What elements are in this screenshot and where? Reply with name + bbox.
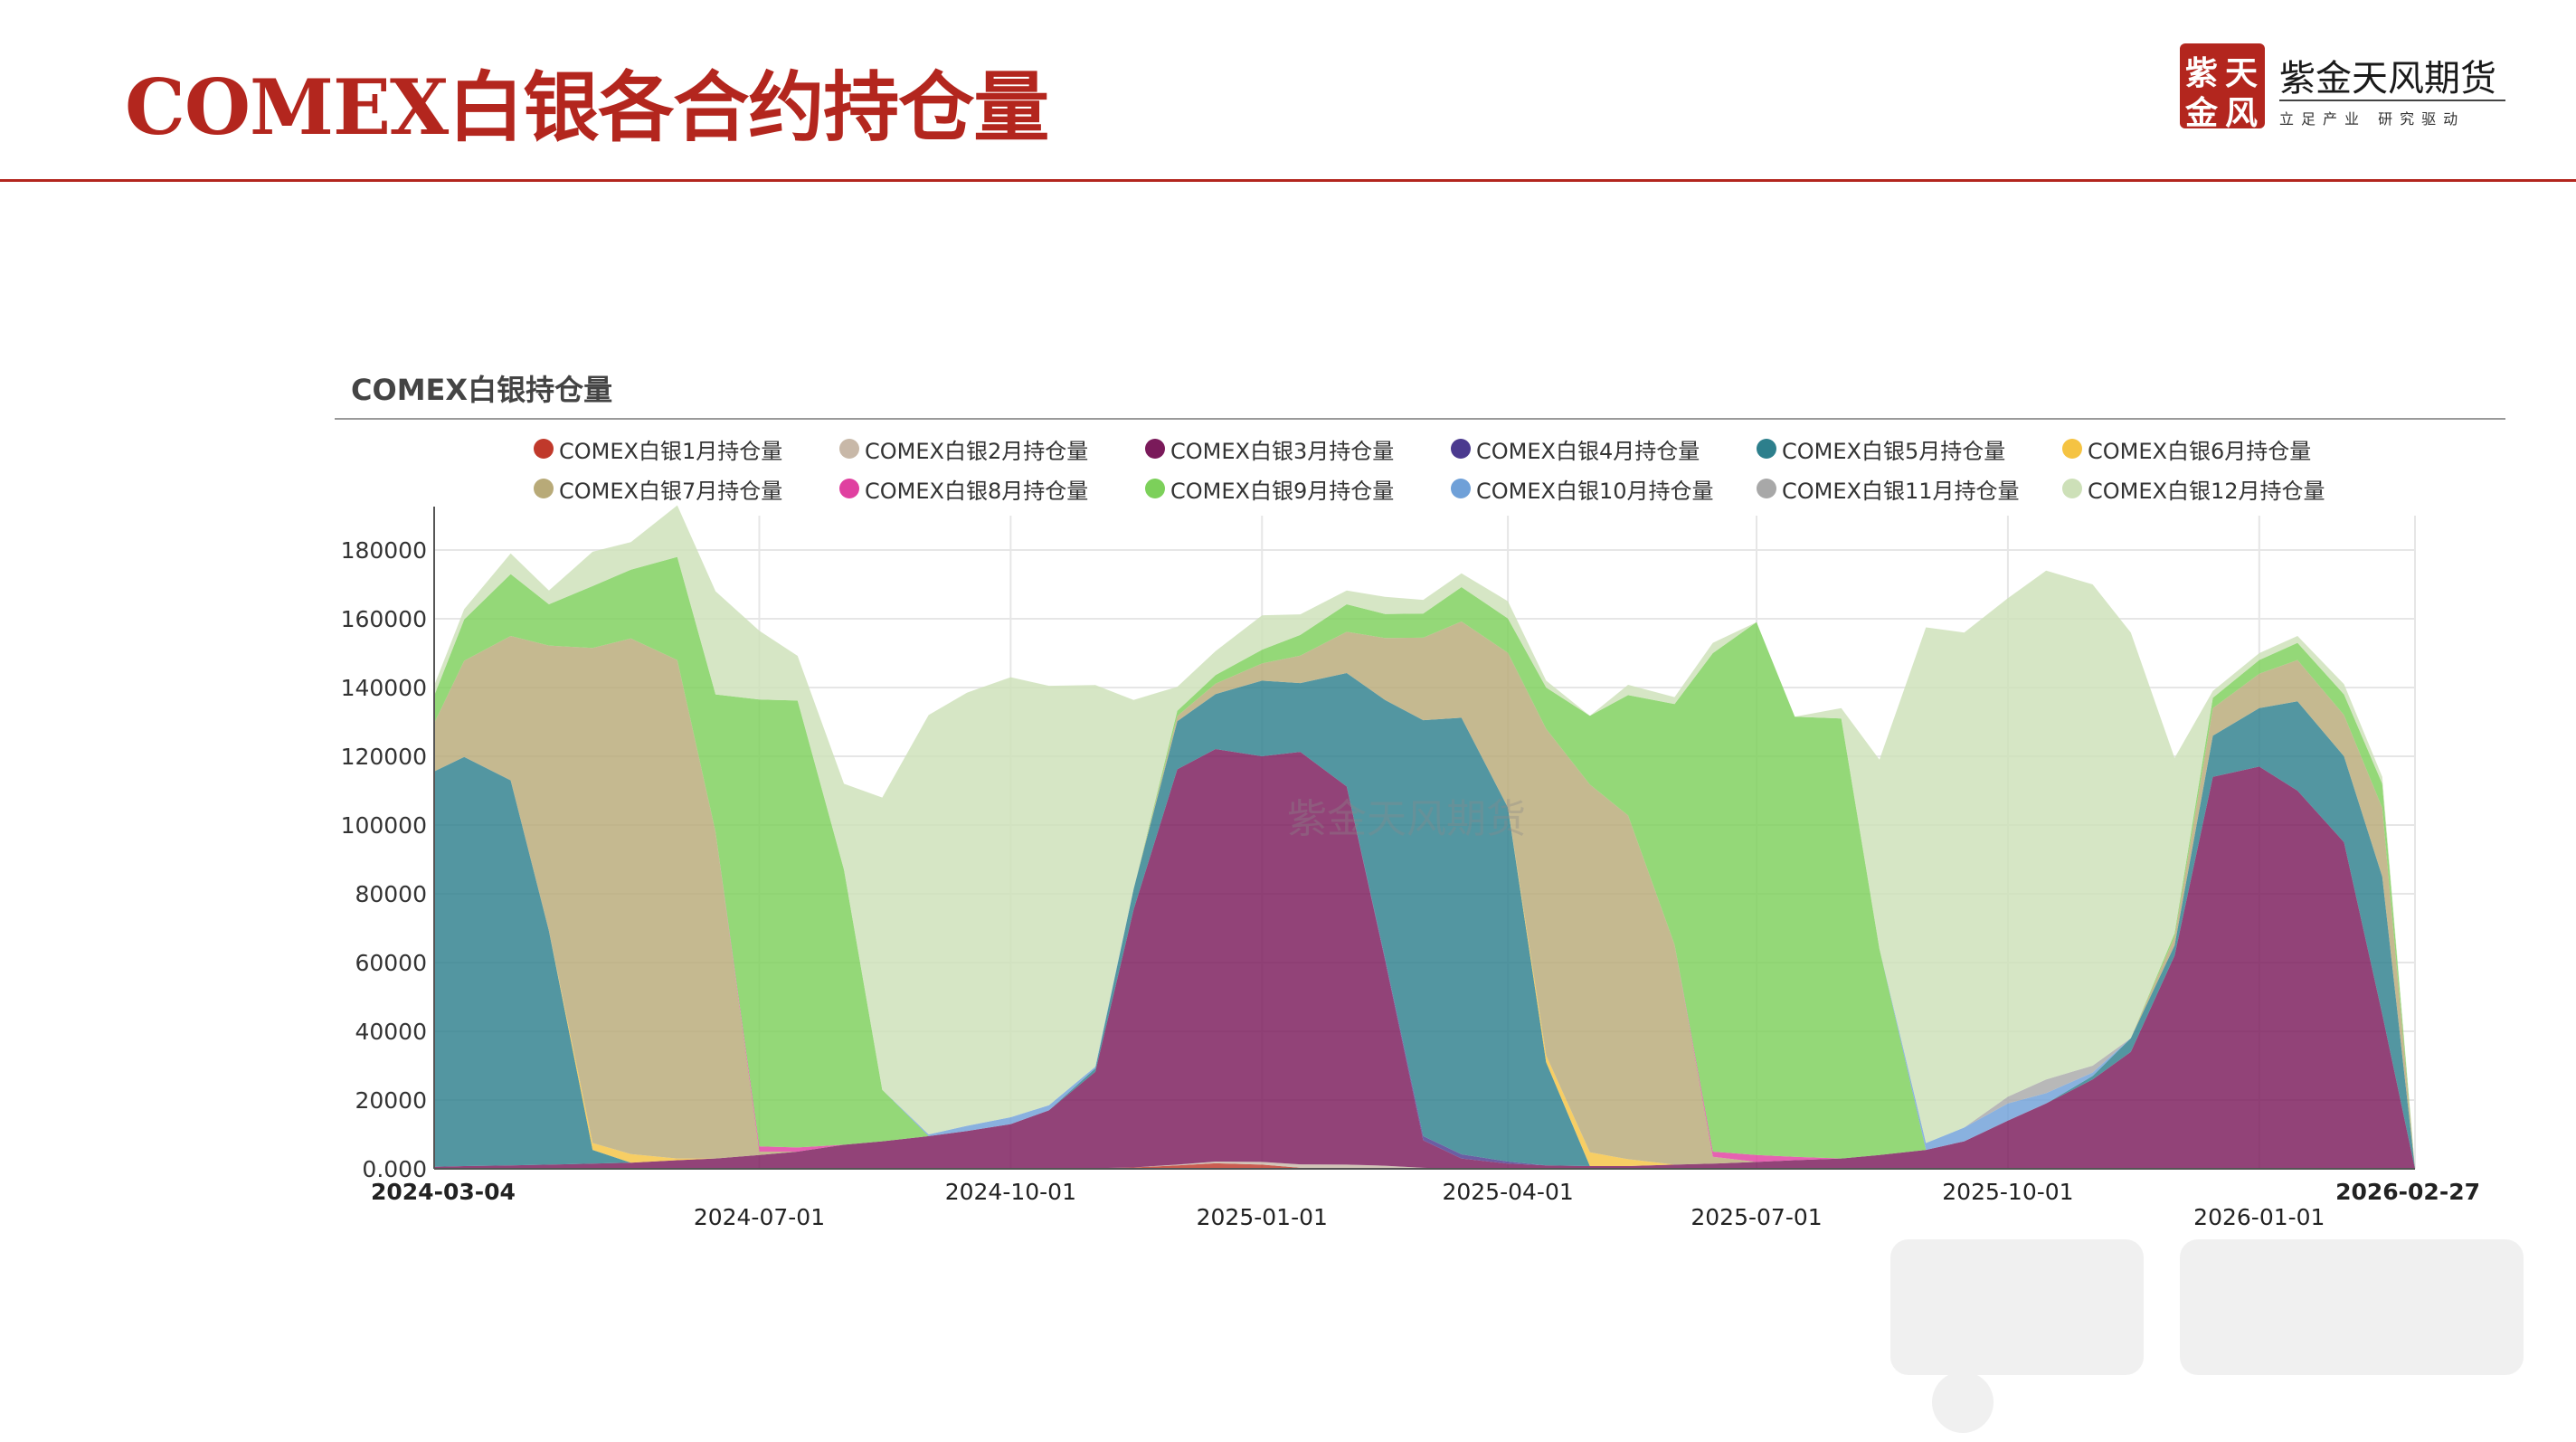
legend-swatch: [839, 439, 859, 459]
legend-item[interactable]: COMEX白银3月持仓量: [1145, 431, 1394, 467]
legend-label: COMEX白银1月持仓量: [559, 438, 783, 464]
chart-title: COMEX白银持仓量: [351, 373, 613, 407]
legend-label: COMEX白银8月持仓量: [865, 478, 1089, 504]
x-tick-label: 2025-10-01: [1942, 1179, 2073, 1205]
legend-swatch: [534, 439, 554, 459]
x-tick-label: 2026-01-01: [2193, 1204, 2325, 1230]
legend-label: COMEX白银10月持仓量: [1476, 478, 1714, 504]
chart-title-divider: [335, 418, 2505, 420]
y-tick-label: 80000: [355, 881, 427, 907]
y-tick-label: 20000: [355, 1087, 427, 1114]
legend-item[interactable]: COMEX白银1月持仓量: [534, 431, 782, 467]
y-tick-label: 0.000: [362, 1156, 427, 1182]
y-tick-label: 100000: [341, 812, 427, 839]
legend-label: COMEX白银11月持仓量: [1782, 478, 2020, 504]
x-tick-label: 2026-02-27: [2335, 1179, 2480, 1205]
brand-logo: 紫 天 金 风 紫金天风期货 立足产业 研究驱动: [2180, 43, 2505, 134]
legend-item[interactable]: COMEX白银12月持仓量: [2062, 470, 2325, 507]
series-area-9[interactable]: [434, 556, 2415, 1169]
series-area-3[interactable]: [434, 749, 2415, 1169]
brand-slogan: 立足产业 研究驱动: [2279, 110, 2466, 128]
legend-label: COMEX白银12月持仓量: [2088, 478, 2325, 504]
legend-swatch: [1757, 439, 1776, 459]
chart-panel: COMEX白银持仓量 COMEX白银1月持仓量 COMEX白银2月持仓量 COMEX…: [335, 353, 2505, 1257]
x-tick-label: 2024-07-01: [694, 1204, 825, 1230]
series-area-7[interactable]: [434, 621, 2415, 1169]
legend-item[interactable]: COMEX白银4月持仓量: [1451, 431, 1700, 467]
series-areas: [434, 505, 2415, 1169]
y-tick-label: 120000: [341, 744, 427, 770]
legend-swatch: [1145, 479, 1165, 498]
seal-char: 风: [2225, 94, 2259, 132]
legend-item[interactable]: COMEX白银2月持仓量: [839, 431, 1088, 467]
brand-seal-icon: 紫 天 金 风: [2180, 43, 2265, 132]
legend-label: COMEX白银2月持仓量: [865, 438, 1089, 464]
legend-label: COMEX白银4月持仓量: [1476, 438, 1700, 464]
legend-swatch: [839, 479, 859, 498]
seal-char: 紫: [2185, 54, 2219, 92]
legend-label: COMEX白银7月持仓量: [559, 478, 783, 504]
chart-legend: COMEX白银1月持仓量 COMEX白银2月持仓量 COMEX白银3月持仓量 COME…: [534, 431, 2505, 514]
legend-item[interactable]: COMEX白银6月持仓量: [2062, 431, 2311, 467]
legend-item[interactable]: COMEX白银5月持仓量: [1757, 431, 2005, 467]
legend-item[interactable]: COMEX白银8月持仓量: [839, 470, 1088, 507]
x-tick-label: 2025-04-01: [1442, 1179, 1573, 1205]
seal-char: 金: [2185, 94, 2219, 132]
legend-swatch: [1451, 439, 1471, 459]
chart-plot: 紫金天风期货 0.000 20000 40000 60000 80000 100000 120…: [341, 505, 2480, 1230]
brand-name: 紫金天风期货: [2279, 58, 2496, 100]
y-tick-label: 140000: [341, 675, 427, 701]
y-tick-label: 60000: [355, 950, 427, 976]
y-tick-label: 180000: [341, 537, 427, 564]
slide-title: COMEX白银各合约持仓量: [125, 62, 1049, 152]
legend-item[interactable]: COMEX白银10月持仓量: [1451, 470, 1714, 507]
legend-item[interactable]: COMEX白银9月持仓量: [1145, 470, 1394, 507]
brand-divider: [2279, 100, 2505, 101]
x-tick-label: 2025-01-01: [1197, 1204, 1328, 1230]
legend-label: COMEX白银6月持仓量: [2088, 438, 2312, 464]
x-tick-label: 2024-10-01: [945, 1179, 1076, 1205]
x-tick-label: 2024-03-04: [371, 1179, 516, 1205]
legend-swatch: [1451, 479, 1471, 498]
series-area-12[interactable]: [434, 505, 2415, 1169]
legend-swatch: [534, 479, 554, 498]
x-tick-label: 2025-07-01: [1690, 1204, 1822, 1230]
legend-swatch: [1757, 479, 1776, 498]
y-tick-label: 40000: [355, 1019, 427, 1045]
legend-swatch: [2062, 439, 2082, 459]
legend-label: COMEX白银3月持仓量: [1170, 438, 1395, 464]
legend-item[interactable]: COMEX白银7月持仓量: [534, 470, 782, 507]
y-tick-label: 160000: [341, 606, 427, 632]
chart-watermark: 紫金天风期货: [1287, 796, 1526, 842]
title-divider: [0, 179, 2576, 182]
legend-label: COMEX白银9月持仓量: [1170, 478, 1395, 504]
legend-item[interactable]: COMEX白银11月持仓量: [1757, 470, 2020, 507]
site-watermark-icon: [1890, 1239, 2524, 1433]
legend-label: COMEX白银5月持仓量: [1782, 438, 2006, 464]
seal-char: 天: [2225, 54, 2259, 92]
series-area-5[interactable]: [434, 673, 2415, 1169]
legend-swatch: [2062, 479, 2082, 498]
legend-swatch: [1145, 439, 1165, 459]
